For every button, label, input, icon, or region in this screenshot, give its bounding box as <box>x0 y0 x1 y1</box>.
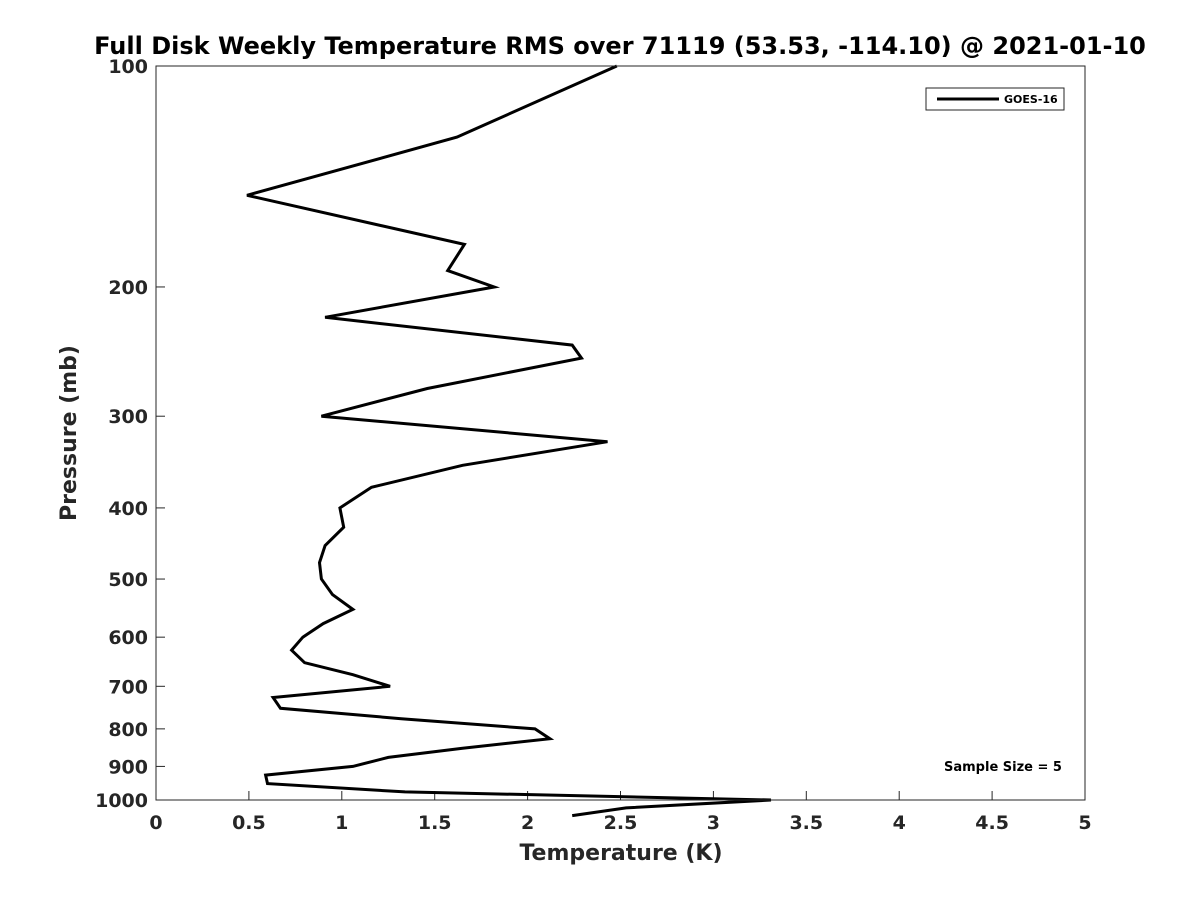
y-tick-label: 500 <box>108 569 148 591</box>
y-tick-label: 400 <box>108 498 148 520</box>
y-tick-label: 900 <box>108 756 148 778</box>
x-axis-label: Temperature (K) <box>519 841 722 866</box>
x-tick-label: 0 <box>149 812 162 834</box>
legend-entry-goes-16: GOES-16 <box>1004 93 1058 106</box>
y-tick-label: 1000 <box>95 790 148 812</box>
x-tick-label: 2.5 <box>604 812 638 834</box>
y-axis-label: Pressure (mb) <box>57 345 82 521</box>
legend: GOES-16 <box>925 87 1065 111</box>
y-tick-label: 700 <box>108 676 148 698</box>
series-line-goes-16 <box>246 64 772 818</box>
x-tick-label: 1.5 <box>418 812 452 834</box>
y-tick-label: 600 <box>108 627 148 649</box>
x-tick-label: 3.5 <box>789 812 823 834</box>
chart-title: Full Disk Weekly Temperature RMS over 71… <box>94 32 1146 60</box>
y-axis-ticks: 100 200 300 400 500 600 700 800 900 1000 <box>95 56 165 812</box>
y-tick-label: 100 <box>108 56 148 78</box>
y-tick-label: 800 <box>108 719 148 741</box>
x-axis-ticks: 0 0.5 1 1.5 2 2.5 3 3.5 4 4.5 5 <box>149 791 1092 834</box>
plot-area: 0 0.5 1 1.5 2 2.5 3 3.5 4 4.5 5 100 200 300 400 500 600… <box>95 56 1092 834</box>
sample-size-annotation: Sample Size = 5 <box>944 760 1062 775</box>
axes-frame <box>155 65 1086 801</box>
x-tick-label: 5 <box>1078 812 1091 834</box>
x-tick-label: 4 <box>893 812 906 834</box>
series-layer <box>246 64 772 818</box>
y-tick-label: 300 <box>108 406 148 428</box>
x-tick-label: 4.5 <box>975 812 1009 834</box>
y-tick-label: 200 <box>108 277 148 299</box>
x-tick-label: 0.5 <box>232 812 266 834</box>
x-tick-label: 3 <box>707 812 720 834</box>
x-tick-label: 2 <box>521 812 534 834</box>
x-tick-label: 1 <box>335 812 348 834</box>
